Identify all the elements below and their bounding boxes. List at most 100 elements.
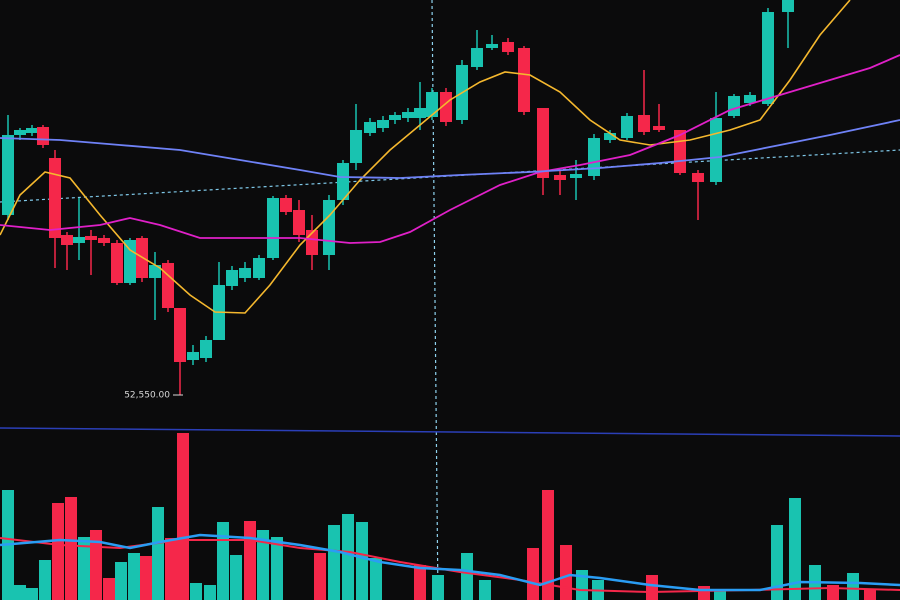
candle-body (604, 133, 616, 140)
volume-bar (52, 503, 64, 600)
candle-body (124, 240, 136, 283)
candle-body (782, 0, 794, 12)
volume-bar (14, 585, 26, 600)
candle-body (149, 265, 161, 278)
candles (2, 0, 794, 395)
candle-body (26, 128, 38, 133)
volume-bar (78, 537, 90, 600)
candle-body (226, 270, 238, 286)
candle-body (350, 130, 362, 163)
volume-bar (103, 578, 115, 600)
candle-body (267, 198, 279, 258)
candle-body (692, 173, 704, 182)
volume-bar (140, 556, 152, 600)
volume-bar (328, 525, 340, 600)
volume-bar (190, 583, 202, 600)
volume-bar (432, 575, 444, 600)
candle-body (570, 174, 582, 178)
volume-bar (244, 521, 256, 600)
candle-body (710, 118, 722, 182)
volume-bar (128, 553, 140, 600)
volume-bar (26, 588, 38, 600)
volume-bar (414, 565, 426, 600)
volume-bar (646, 575, 658, 600)
volume-bar (542, 490, 554, 600)
candle-body (762, 12, 774, 104)
candle-body (621, 116, 633, 138)
candle-body (14, 130, 26, 135)
volume-bar (217, 522, 229, 600)
candle-body (744, 95, 756, 103)
volume-ma-blue (0, 533, 900, 592)
candle-body (728, 96, 740, 116)
crosshair-vertical (431, 0, 439, 600)
volume-bar (527, 548, 539, 600)
ma-short (0, 0, 851, 314)
candle-body (377, 120, 389, 128)
volume-bar (771, 525, 783, 600)
volume-bar (356, 522, 368, 600)
candle-body (2, 135, 14, 215)
volume-bar (864, 590, 876, 600)
volume-bar (342, 514, 354, 600)
candle-body (554, 175, 566, 180)
volume-bar (39, 560, 51, 600)
volume-bar (576, 570, 588, 600)
candle-body (364, 122, 376, 133)
volume-bar (847, 573, 859, 600)
volume-bar (257, 530, 269, 600)
volume-bar (461, 553, 473, 600)
candle-body (414, 108, 426, 118)
candle-body (98, 238, 110, 243)
candle-body (502, 42, 514, 52)
volume-bar (177, 433, 189, 600)
candle-body (588, 138, 600, 176)
candle-body (426, 92, 438, 117)
candle-body (653, 126, 665, 130)
volume-bar (714, 590, 726, 600)
volume-bar (314, 553, 326, 600)
volume-bar (115, 562, 127, 600)
pane-separator (0, 427, 900, 437)
candle-body (200, 340, 212, 358)
ma-medium (0, 54, 900, 244)
candle-body (440, 92, 452, 122)
candle-body (486, 44, 498, 48)
candle-body (323, 200, 335, 255)
candle-body (187, 352, 199, 360)
volume-bar (271, 537, 283, 600)
volume-bar (165, 538, 177, 600)
candle-body (239, 268, 251, 278)
candle-body (280, 198, 292, 212)
volume-bar (230, 555, 242, 600)
candle-body (61, 235, 73, 245)
candle-body (162, 263, 174, 308)
candle-body (49, 158, 61, 238)
candle-body (402, 112, 414, 118)
ma-long (0, 119, 900, 179)
candle-body (471, 48, 483, 67)
candle-body (293, 210, 305, 235)
volume-bar (204, 585, 216, 600)
candle-body (111, 243, 123, 283)
volume-bar (698, 586, 710, 600)
price-label: 52,550.00 (124, 391, 170, 401)
candle-body (85, 236, 97, 240)
candle-body (638, 115, 650, 132)
volume-bar (789, 498, 801, 600)
volume-bar (560, 545, 572, 600)
candle-body (174, 308, 186, 362)
candle-body (537, 108, 549, 178)
candle-body (253, 258, 265, 278)
candle-body (518, 48, 530, 112)
volume-bar (65, 497, 77, 600)
candle-body (337, 163, 349, 200)
volume-bar (370, 558, 382, 600)
volume-bar (152, 507, 164, 600)
candle-body (37, 127, 49, 145)
candle-body (389, 115, 401, 120)
volume-bar (479, 580, 491, 600)
